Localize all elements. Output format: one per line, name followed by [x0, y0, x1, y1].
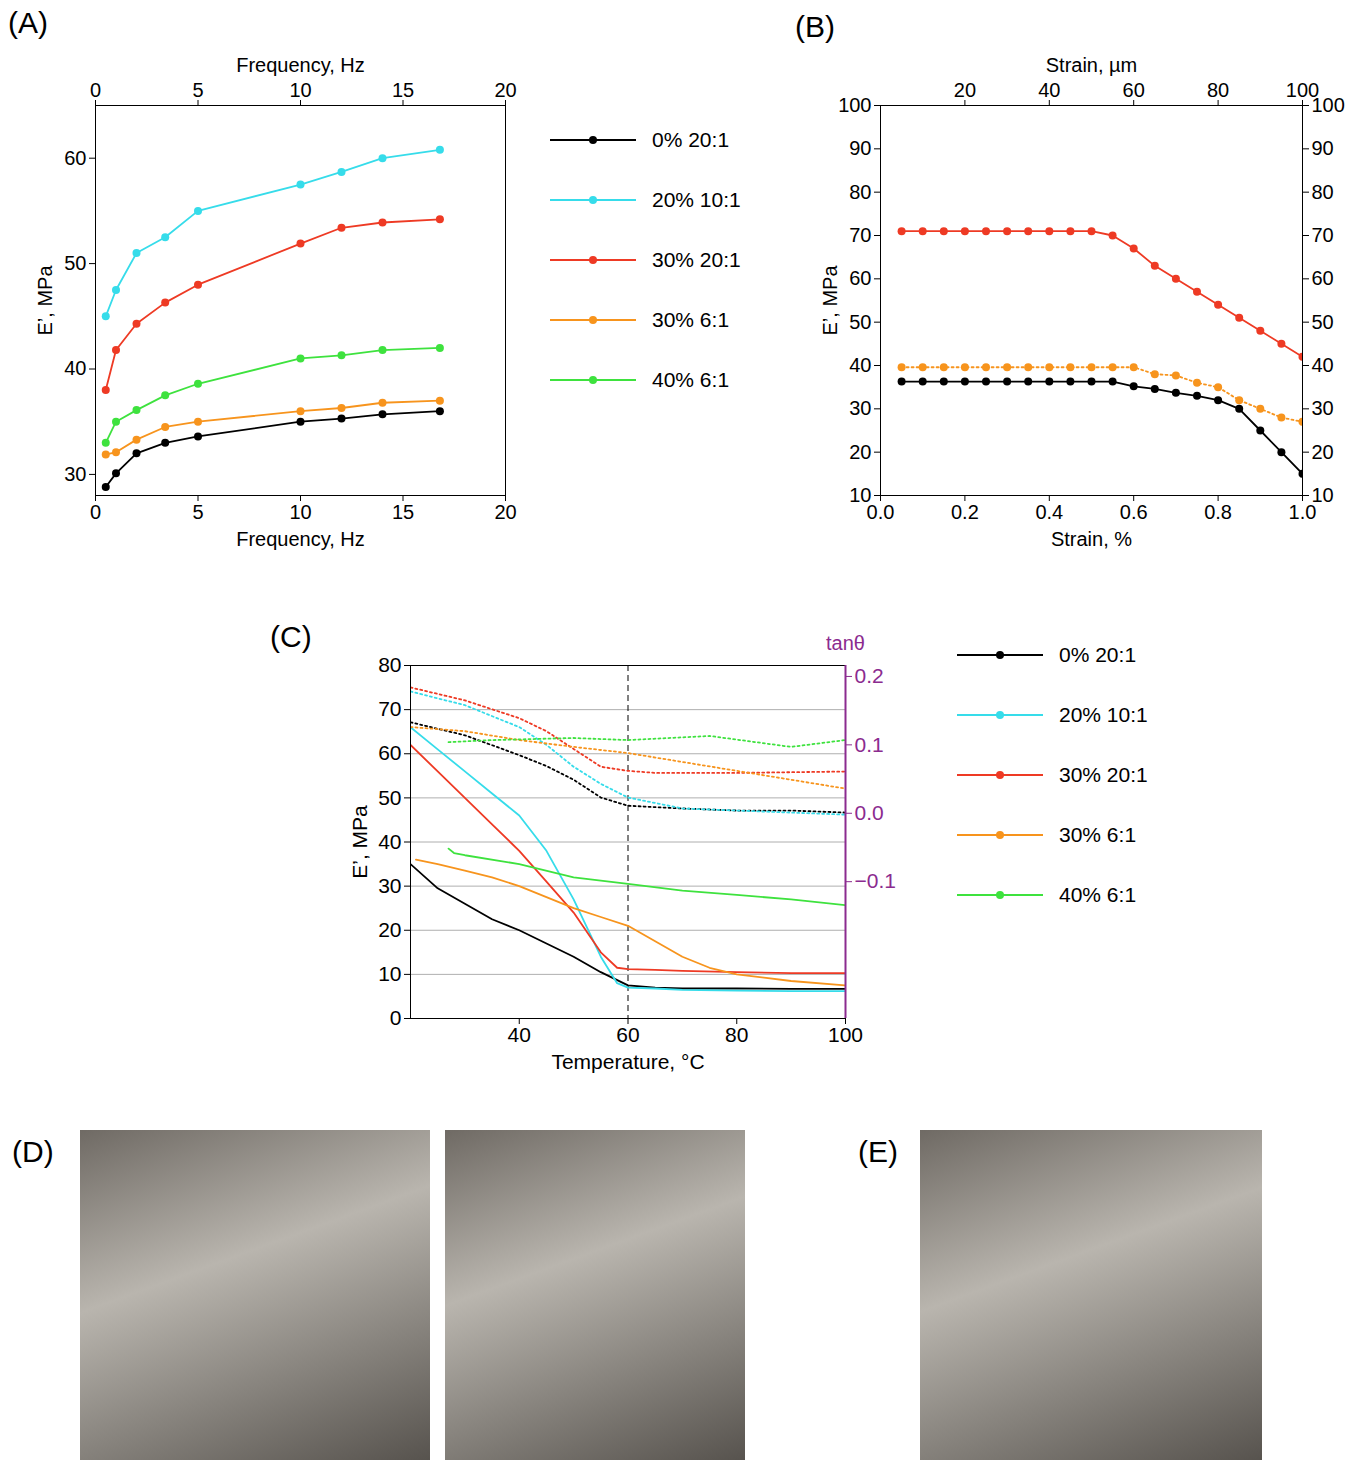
svg-text:−0.1: −0.1: [855, 869, 896, 892]
html-text:(D): (D): [12, 1135, 54, 1168]
svg-text:0.2: 0.2: [855, 664, 884, 687]
svg-text:50: 50: [378, 786, 401, 809]
svg-text:70: 70: [849, 224, 871, 246]
svg-text:Strain, µm: Strain, µm: [1046, 54, 1138, 76]
svg-text:0: 0: [90, 501, 101, 523]
svg-text:80: 80: [1207, 79, 1229, 101]
svg-text:0: 0: [90, 79, 101, 101]
html-text:0% 20:1: 0% 20:1: [652, 128, 730, 151]
svg-text:70: 70: [1312, 224, 1334, 246]
svg-text:0.1: 0.1: [855, 733, 884, 756]
svg-text:Frequency, Hz: Frequency, Hz: [236, 528, 365, 550]
svg-text:40: 40: [378, 830, 401, 853]
svg-text:E’, MPa: E’, MPa: [348, 805, 371, 879]
html-text:30% 20:1: 30% 20:1: [652, 248, 741, 271]
svg-text:80: 80: [1312, 181, 1334, 203]
svg-text:60: 60: [1123, 79, 1145, 101]
svg-text:100: 100: [1312, 94, 1345, 116]
svg-text:60: 60: [616, 1023, 639, 1046]
svg-text:60: 60: [64, 147, 86, 169]
svg-text:30: 30: [64, 463, 86, 485]
svg-text:5: 5: [192, 501, 203, 523]
svg-text:0.8: 0.8: [1204, 501, 1232, 523]
svg-text:50: 50: [849, 311, 871, 333]
svg-text:0.2: 0.2: [951, 501, 979, 523]
svg-text:E’, MPa: E’, MPa: [819, 265, 841, 336]
html-text:40% 6:1: 40% 6:1: [652, 368, 730, 391]
svg-text:10: 10: [1312, 484, 1334, 506]
svg-text:10: 10: [289, 501, 311, 523]
html-text:(A): (A): [8, 6, 48, 39]
svg-text:50: 50: [64, 252, 86, 274]
svg-text:0.4: 0.4: [1035, 501, 1063, 523]
html-text:20% 10:1: 20% 10:1: [1059, 703, 1148, 726]
svg-text:Temperature, °C: Temperature, °C: [551, 1050, 704, 1073]
svg-text:10: 10: [289, 79, 311, 101]
svg-text:20: 20: [954, 79, 976, 101]
svg-text:80: 80: [849, 181, 871, 203]
svg-text:80: 80: [378, 653, 401, 676]
html-text:0% 20:1: 0% 20:1: [1059, 643, 1137, 666]
svg-text:0.6: 0.6: [1120, 501, 1148, 523]
svg-text:60: 60: [849, 267, 871, 289]
svg-text:60: 60: [378, 741, 401, 764]
svg-text:40: 40: [508, 1023, 531, 1046]
html-text:30% 6:1: 30% 6:1: [652, 308, 730, 331]
svg-text:15: 15: [392, 79, 414, 101]
html-text:30% 6:1: 30% 6:1: [1059, 823, 1137, 846]
svg-text:20: 20: [494, 501, 516, 523]
svg-text:Frequency, Hz: Frequency, Hz: [236, 54, 365, 76]
svg-text:20: 20: [1312, 441, 1334, 463]
html-text:(C): (C): [270, 620, 312, 653]
svg-text:90: 90: [1312, 137, 1334, 159]
html-text:20% 10:1: 20% 10:1: [652, 188, 741, 211]
svg-text:30: 30: [378, 874, 401, 897]
svg-text:60: 60: [1312, 267, 1334, 289]
svg-text:40: 40: [64, 357, 86, 379]
html-text:(E): (E): [858, 1135, 898, 1168]
svg-text:90: 90: [849, 137, 871, 159]
svg-text:80: 80: [725, 1023, 748, 1046]
svg-text:10: 10: [849, 484, 871, 506]
svg-text:0.0: 0.0: [866, 500, 895, 523]
svg-text:1.0: 1.0: [1288, 500, 1317, 523]
html-text:30% 20:1: 30% 20:1: [1059, 763, 1148, 786]
svg-text:50: 50: [1312, 311, 1334, 333]
svg-text:0.0: 0.0: [855, 801, 884, 824]
svg-text:20: 20: [494, 79, 516, 101]
html-text:40% 6:1: 40% 6:1: [1059, 883, 1137, 906]
svg-text:40: 40: [1038, 79, 1060, 101]
svg-text:20: 20: [378, 918, 401, 941]
svg-text:E’, MPa: E’, MPa: [34, 265, 56, 336]
svg-text:0: 0: [390, 1006, 402, 1029]
svg-text:100: 100: [838, 94, 871, 116]
svg-text:40: 40: [1312, 354, 1334, 376]
svg-text:100: 100: [828, 1023, 863, 1046]
html-text:(B): (B): [795, 10, 835, 43]
svg-text:30: 30: [849, 397, 871, 419]
svg-text:10: 10: [378, 962, 401, 985]
svg-text:40: 40: [849, 354, 871, 376]
svg-text:tanθ: tanθ: [826, 632, 865, 654]
svg-text:100: 100: [1285, 78, 1320, 101]
svg-text:30: 30: [1312, 397, 1334, 419]
svg-text:Strain, %: Strain, %: [1051, 528, 1132, 550]
svg-text:15: 15: [392, 501, 414, 523]
svg-text:20: 20: [849, 441, 871, 463]
svg-text:5: 5: [192, 79, 203, 101]
svg-text:70: 70: [378, 697, 401, 720]
